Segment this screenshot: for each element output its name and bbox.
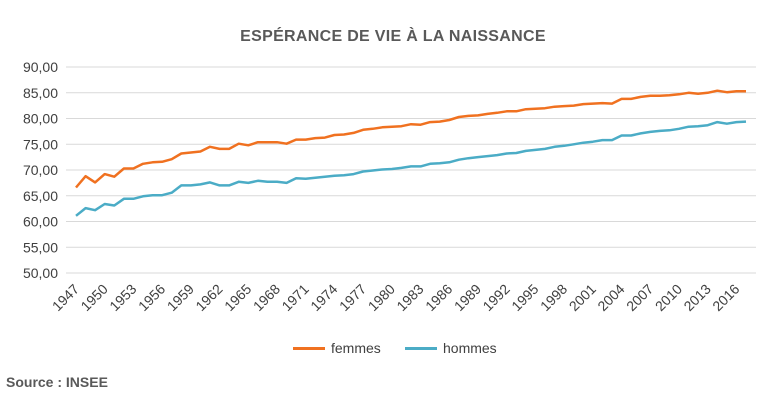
x-tick-label: 1959 xyxy=(164,281,197,314)
series-line-hommes xyxy=(75,120,747,217)
y-tick-label: 80,00 xyxy=(23,111,58,127)
x-tick-label: 1989 xyxy=(451,281,484,314)
series-line-femmes xyxy=(75,89,746,189)
x-tick-label: 1950 xyxy=(77,281,110,314)
x-tick-label: 1974 xyxy=(307,281,340,314)
y-tick-label: 90,00 xyxy=(23,59,58,75)
legend-label-femmes: femmes xyxy=(331,340,381,356)
legend-swatch-hommes xyxy=(405,346,437,350)
x-tick-label: 2004 xyxy=(594,281,627,314)
y-tick-label: 70,00 xyxy=(23,162,58,178)
x-tick-label: 1953 xyxy=(106,281,139,314)
y-tick-label: 50,00 xyxy=(23,265,58,281)
x-tick-label: 2016 xyxy=(709,281,742,314)
x-tick-label: 1980 xyxy=(365,281,398,314)
legend-swatch-femmes xyxy=(293,346,325,350)
x-tick-label: 1995 xyxy=(508,281,541,314)
y-tick-label: 85,00 xyxy=(23,85,58,101)
x-tick-label: 2013 xyxy=(680,281,713,314)
x-tick-label: 1968 xyxy=(250,281,283,314)
x-tick-label: 1977 xyxy=(336,281,369,314)
x-tick-label: 2010 xyxy=(652,281,685,314)
y-tick-label: 65,00 xyxy=(23,188,58,204)
x-tick-label: 1962 xyxy=(192,281,225,314)
x-tick-label: 1965 xyxy=(221,281,254,314)
x-tick-label: 2007 xyxy=(623,281,656,314)
source-note: Source : INSEE xyxy=(6,374,108,390)
y-tick-label: 55,00 xyxy=(23,239,58,255)
y-tick-label: 75,00 xyxy=(23,136,58,152)
y-tick-label: 60,00 xyxy=(23,214,58,230)
legend-label-hommes: hommes xyxy=(443,340,497,356)
x-tick-label: 1998 xyxy=(537,281,570,314)
chart-title: ESPÉRANCE DE VIE À LA NAISSANCE xyxy=(240,28,546,45)
x-tick-label: 1986 xyxy=(422,281,455,314)
x-tick-label: 1983 xyxy=(393,281,426,314)
x-tick-label: 1992 xyxy=(479,281,512,314)
legend-item-femmes: femmes xyxy=(293,340,381,356)
x-tick-label: 2001 xyxy=(566,281,599,314)
legend-item-hommes: hommes xyxy=(405,340,497,356)
x-tick-label: 1947 xyxy=(49,281,82,314)
x-tick-label: 1956 xyxy=(135,281,168,314)
x-tick-label: 1971 xyxy=(278,281,311,314)
